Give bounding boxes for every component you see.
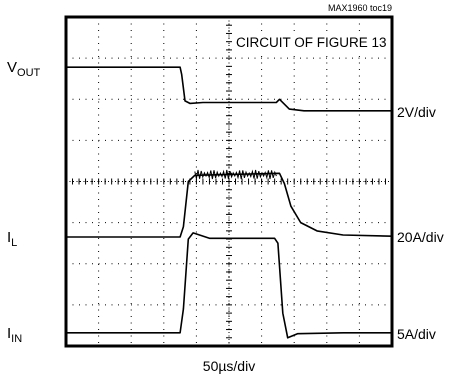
trace-name-main: I <box>7 229 11 246</box>
trace-l-line <box>66 172 393 238</box>
trace-name-out: VOUT <box>7 59 41 79</box>
trace-scale-l: 20A/div <box>397 229 444 245</box>
figure-id: MAX1960 toc19 <box>328 3 392 13</box>
waveform-traces <box>66 66 393 339</box>
x-axis-scale: 50µs/div <box>203 358 255 374</box>
trace-l-ripple <box>194 169 277 180</box>
annotation-background <box>233 33 389 51</box>
trace-name-in: IIN <box>7 325 22 345</box>
trace-name-main: I <box>7 325 11 342</box>
trace-name-subscript: OUT <box>17 67 41 79</box>
annotation-text: CIRCUIT OF FIGURE 13 <box>236 35 387 50</box>
graticule <box>65 16 393 347</box>
trace-scale-out: 2V/div <box>397 104 436 120</box>
trace-in-line <box>66 232 392 339</box>
trace-out-line <box>66 66 392 112</box>
trace-name-subscript: IN <box>11 333 22 345</box>
trace-name-main: V <box>7 59 17 76</box>
plot-frame <box>64 15 394 348</box>
trace-scale-in: 5A/div <box>397 326 436 342</box>
trace-name-l: IL <box>7 229 17 249</box>
trace-name-subscript: L <box>11 237 17 249</box>
